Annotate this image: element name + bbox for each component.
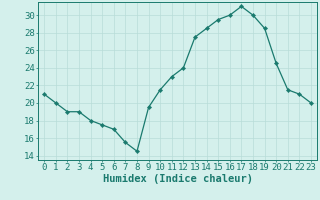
X-axis label: Humidex (Indice chaleur): Humidex (Indice chaleur) [103, 174, 252, 184]
